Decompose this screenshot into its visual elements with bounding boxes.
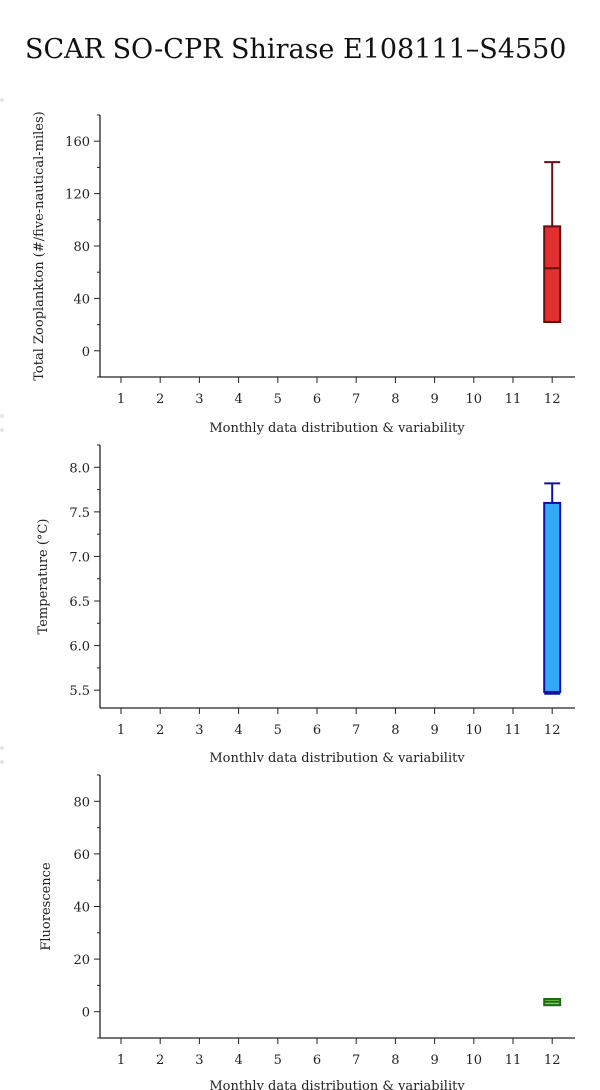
x-tick-label: 4 — [234, 723, 242, 738]
x-tick-label: 11 — [505, 1053, 522, 1068]
y-tick-label: 120 — [65, 188, 90, 203]
x-tick-label: 6 — [313, 392, 321, 407]
y-axis-title: Temperature (°C) — [36, 519, 51, 635]
x-tick-label: 6 — [313, 1053, 321, 1068]
x-axis-title: Monthly data distribution & variability — [209, 751, 465, 762]
y-axis-title: Total Zooplankton (#/five-nautical-miles… — [32, 111, 47, 380]
x-tick-label: 11 — [505, 723, 522, 738]
y-tick-label: 80 — [73, 795, 90, 810]
x-axis-title: Monthly data distribution & variability — [209, 1079, 465, 1090]
edge-marker — [0, 428, 4, 432]
x-tick-label: 4 — [234, 1053, 242, 1068]
y-tick-label: 7.0 — [69, 550, 90, 565]
y-tick-label: 6.5 — [69, 595, 90, 610]
page-title: SCAR SO-CPR Shirase E108111–S4550 — [25, 34, 567, 65]
x-tick-label: 10 — [466, 1053, 483, 1068]
y-tick-label: 0 — [82, 345, 90, 360]
y-tick-label: 20 — [73, 953, 90, 968]
x-tick-label: 3 — [195, 1053, 203, 1068]
x-tick-label: 5 — [274, 392, 282, 407]
x-tick-label: 8 — [391, 723, 399, 738]
x-tick-label: 3 — [195, 392, 203, 407]
x-tick-label: 2 — [156, 392, 164, 407]
y-tick-label: 6.0 — [69, 640, 90, 655]
x-tick-label: 2 — [156, 1053, 164, 1068]
y-tick-label: 8.0 — [69, 461, 90, 476]
y-tick-label: 80 — [73, 240, 90, 255]
edge-marker — [0, 746, 4, 750]
y-tick-label: 5.5 — [69, 684, 90, 699]
x-tick-label: 9 — [430, 723, 438, 738]
box-body — [543, 225, 562, 323]
x-tick-label: 9 — [430, 1053, 438, 1068]
x-tick-label: 12 — [544, 392, 561, 407]
x-tick-label: 7 — [352, 723, 360, 738]
y-tick-label: 40 — [73, 292, 90, 307]
x-tick-label: 9 — [430, 392, 438, 407]
x-tick-label: 1 — [117, 723, 125, 738]
x-tick-label: 11 — [505, 392, 522, 407]
temperature-chart: 5.56.06.57.07.58.01 2 3 4 5 6 7 8 9 10 11 12Monthly… — [36, 444, 575, 762]
x-tick-label: 1 — [117, 392, 125, 407]
x-tick-label: 12 — [544, 1053, 561, 1068]
edge-marker — [0, 98, 4, 102]
x-tick-label: 8 — [391, 392, 399, 407]
y-tick-label: 40 — [73, 901, 90, 916]
y-tick-label: 7.5 — [69, 506, 90, 521]
x-tick-label: 10 — [466, 392, 483, 407]
x-tick-label: 2 — [156, 723, 164, 738]
x-tick-label: 4 — [234, 392, 242, 407]
edge-marker — [0, 414, 4, 418]
edge-marker — [0, 760, 4, 764]
y-tick-label: 60 — [73, 848, 90, 863]
x-tick-label: 7 — [352, 1053, 360, 1068]
x-tick-label: 5 — [274, 1053, 282, 1068]
x-tick-label: 10 — [466, 723, 483, 738]
y-tick-label: 160 — [65, 135, 90, 150]
x-tick-label: 6 — [313, 723, 321, 738]
y-axis-title: Fluorescence — [39, 862, 54, 951]
x-axis-title: Monthly data distribution & variability — [209, 421, 465, 436]
x-tick-label: 1 — [117, 1053, 125, 1068]
x-tick-label: 8 — [391, 1053, 399, 1068]
x-tick-label: 12 — [544, 723, 561, 738]
box-body — [543, 501, 562, 693]
x-tick-label: 5 — [274, 723, 282, 738]
y-tick-label: 0 — [82, 1006, 90, 1021]
x-tick-label: 7 — [352, 392, 360, 407]
x-tick-label: 3 — [195, 723, 203, 738]
